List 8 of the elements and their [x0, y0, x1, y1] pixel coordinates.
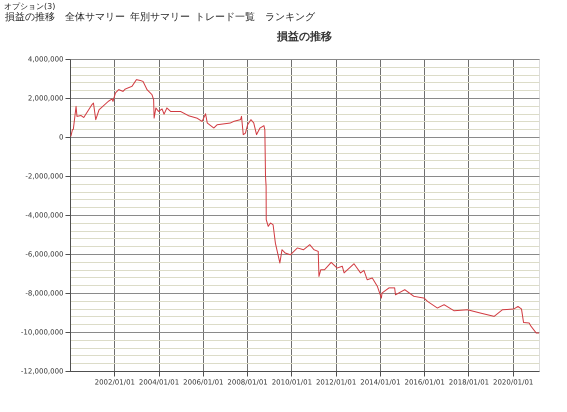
- text: トレード一覧: [195, 12, 255, 23]
- text: ランキング: [265, 12, 316, 23]
- text: 年別サマリー: [130, 11, 190, 23]
- text: オプション(3): [4, 2, 56, 11]
- text: 全体サマリー: [65, 11, 125, 23]
- text: 損益の推移: [5, 11, 55, 23]
- line-series: [70, 79, 539, 334]
- chart-title: 損益の推移: [276, 30, 332, 43]
